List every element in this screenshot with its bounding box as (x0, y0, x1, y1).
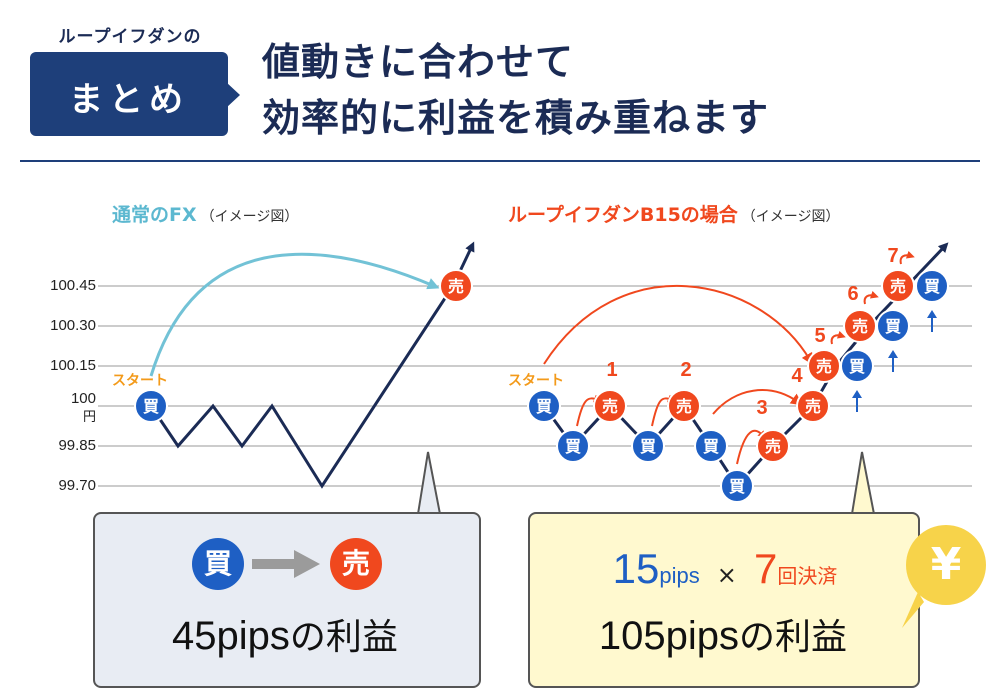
y-tick-label: 99.70 (58, 477, 96, 494)
header-divider (20, 160, 980, 162)
buy-badge (720, 469, 754, 503)
buy-badge-text: 買 (640, 437, 656, 456)
yen-coin-icon: ¥ (906, 525, 986, 605)
left-result-suffix: の利益 (289, 617, 398, 658)
sell-badge-text: 売 (676, 397, 692, 416)
left-trade-arrow (149, 252, 440, 377)
sell-badge (593, 389, 627, 423)
right-arrow-4 (712, 389, 803, 415)
y-tick-label: 100.30 (50, 317, 96, 334)
trade-number-label: 5 (814, 325, 825, 347)
left-bubble-tail (417, 451, 441, 515)
trade-arrows (149, 250, 937, 465)
sell-badge (843, 309, 877, 343)
trade-number-label: 4 (791, 365, 803, 387)
right-curl-arrow (863, 290, 879, 305)
calculation-row: 15pips × 7回決済 (560, 545, 890, 593)
sell-badge (881, 269, 915, 303)
left-chart-title-row: 通常のFX （イメージ図） (112, 200, 298, 227)
left-result-num: 45pips (172, 614, 290, 658)
y-tick-label: 99.85 (58, 437, 96, 454)
settlement-count: 7 (754, 545, 778, 592)
up-arrow-head (888, 350, 898, 358)
buy-badge-text: 買 (703, 437, 719, 456)
title-line-1: 値動きに合わせて (262, 40, 575, 84)
sell-badge-text: 売 (602, 397, 618, 416)
buy-badge (840, 349, 874, 383)
y-tick-label: 100.45 (50, 277, 96, 294)
result-sell-badge: 売 (330, 538, 382, 590)
settlement-unit: 回決済 (777, 564, 838, 588)
buy-badge (631, 429, 665, 463)
pips-value: 15 (612, 545, 660, 592)
up-arrow-head (927, 310, 937, 318)
up-arrow-head (852, 390, 862, 398)
right-curl-arrow (830, 330, 846, 345)
buy-badge-text: 買 (565, 437, 581, 456)
trade-number-label: 6 (847, 283, 858, 305)
right-chart-title-row: ループイフダンB15の場合 （イメージ図） (508, 200, 840, 227)
header-pointer-arrow (226, 82, 240, 108)
sell-badge-text: 売 (765, 437, 781, 456)
sell-badge (756, 429, 790, 463)
left-buy-badge (134, 389, 168, 423)
buy-badge-text: 買 (729, 477, 745, 496)
right-result-text: 105pipsの利益 (530, 608, 916, 660)
buy-badge (694, 429, 728, 463)
buy-badge-text: 買 (924, 277, 940, 296)
left-chart-title: 通常のFX (112, 204, 197, 226)
left-sell-badge (439, 269, 473, 303)
right-arrow-3 (736, 429, 766, 465)
sell-badge (796, 389, 830, 423)
yen-bubble-tail (902, 592, 924, 628)
buy-badge (915, 269, 949, 303)
right-result-box (528, 512, 920, 688)
left-start-label: スタート (112, 373, 168, 389)
buy-badge-text: 買 (536, 397, 552, 416)
left-result-text: 45pipsの利益 (95, 608, 475, 660)
buy-badge-text: 買 (885, 317, 901, 336)
sell-badge-text: 売 (890, 277, 906, 296)
multiply-sign: × (716, 561, 737, 589)
title-line-2: 効率的に利益を積み重ねます (262, 96, 770, 140)
sell-badge-text: 売 (805, 397, 821, 416)
left-result-box (93, 512, 481, 688)
y-tick-label: 100 (70, 390, 96, 407)
result-buy-badge: 買 (192, 538, 244, 590)
right-chart-title: ループイフダンB15の場合 (508, 204, 738, 226)
header-badge-box (30, 52, 228, 136)
right-bubble-tail (851, 451, 875, 515)
left-buy-badge-text: 買 (143, 397, 159, 416)
right-chart-note: （イメージ図） (741, 209, 840, 225)
right-long-arrow (543, 285, 814, 366)
trade-number-label: 1 (606, 359, 617, 381)
grid-lines (98, 285, 972, 487)
right-arrow-icon (252, 550, 320, 578)
buy-badge-text: 買 (849, 357, 865, 376)
left-price-line (149, 241, 475, 489)
left-sell-badge-text: 売 (448, 277, 464, 296)
right-result-suffix: の利益 (739, 617, 848, 658)
right-start-label: スタート (508, 373, 564, 389)
sell-badge-text: 売 (852, 317, 868, 336)
trade-number-label: 2 (680, 359, 691, 381)
sell-badge (667, 389, 701, 423)
buy-badge (527, 389, 561, 423)
buy-badge (556, 429, 590, 463)
trade-number-label: 7 (887, 245, 898, 267)
right-curl-arrow (899, 250, 915, 265)
sell-badge-text: 売 (816, 357, 832, 376)
trade-number-label: 3 (756, 397, 767, 419)
trade-numbers: 1 2 3 456 7 (606, 245, 898, 419)
page-title: 値動きに合わせて 効率的に利益を積み重ねます (262, 34, 982, 146)
y-unit-label: 円 (82, 409, 96, 424)
right-result-num: 105pips (598, 614, 740, 658)
header-small-label: ループイフダンの (58, 27, 202, 47)
y-tick-label: 100.15 (50, 357, 96, 374)
left-chart-note: （イメージ図） (200, 209, 299, 225)
pips-unit: pips (659, 563, 700, 588)
header-badge-label: まとめ (69, 80, 189, 120)
